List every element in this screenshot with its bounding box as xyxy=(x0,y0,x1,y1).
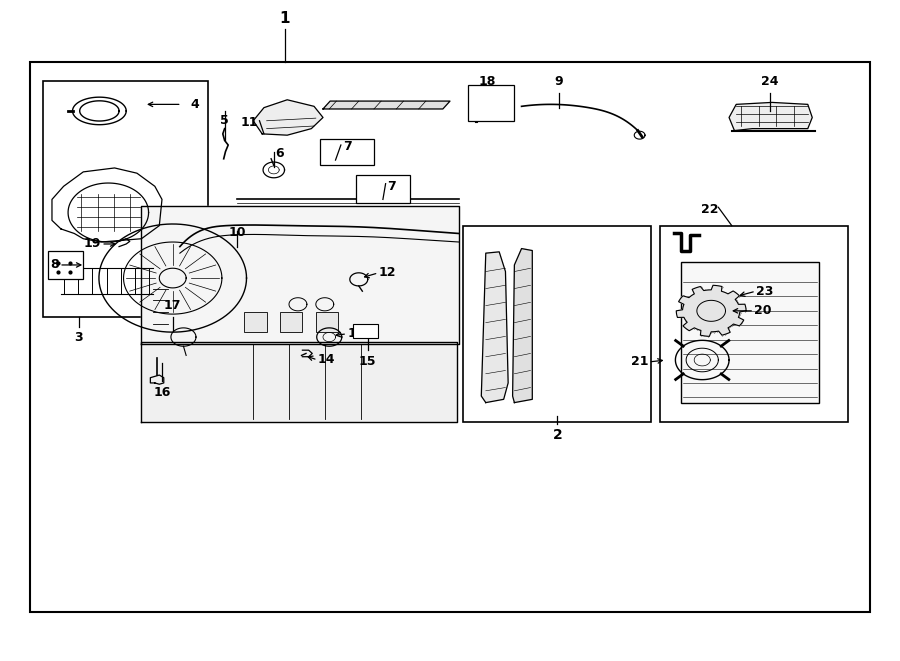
Text: 20: 20 xyxy=(754,304,771,317)
Text: 24: 24 xyxy=(761,75,779,88)
Bar xyxy=(48,251,84,280)
Text: 23: 23 xyxy=(756,285,773,297)
Text: 16: 16 xyxy=(153,386,171,399)
Text: 22: 22 xyxy=(700,203,718,215)
Text: 17: 17 xyxy=(164,299,182,312)
Text: 21: 21 xyxy=(631,356,649,368)
Text: 15: 15 xyxy=(359,356,376,368)
Bar xyxy=(280,312,302,332)
Text: 8: 8 xyxy=(50,258,59,272)
Text: 19: 19 xyxy=(84,237,101,251)
Bar xyxy=(468,85,515,121)
Polygon shape xyxy=(729,102,812,131)
Bar xyxy=(320,139,374,165)
Text: 6: 6 xyxy=(275,147,284,160)
Text: 9: 9 xyxy=(554,75,563,88)
Polygon shape xyxy=(676,286,746,336)
Text: 14: 14 xyxy=(318,354,335,366)
Bar xyxy=(680,262,819,403)
Polygon shape xyxy=(253,100,323,136)
Text: 13: 13 xyxy=(347,327,365,340)
Polygon shape xyxy=(323,101,450,109)
Text: 4: 4 xyxy=(191,98,200,111)
Bar xyxy=(30,61,870,612)
Bar xyxy=(356,175,410,203)
Text: 1: 1 xyxy=(279,11,290,26)
Bar xyxy=(316,312,338,332)
Text: 2: 2 xyxy=(553,428,562,442)
Text: 12: 12 xyxy=(378,266,396,280)
Bar xyxy=(354,324,378,338)
Polygon shape xyxy=(141,206,459,344)
Text: 18: 18 xyxy=(479,75,496,88)
Polygon shape xyxy=(482,252,508,403)
Bar xyxy=(661,225,848,422)
Polygon shape xyxy=(141,342,457,422)
Text: 11: 11 xyxy=(240,116,257,128)
Text: 7: 7 xyxy=(387,180,396,193)
Text: 10: 10 xyxy=(229,225,246,239)
Text: 5: 5 xyxy=(220,114,229,127)
Bar xyxy=(43,81,209,317)
Text: 3: 3 xyxy=(75,330,83,344)
Bar xyxy=(464,225,652,422)
Text: 7: 7 xyxy=(343,140,351,153)
Polygon shape xyxy=(513,249,532,403)
Bar xyxy=(244,312,266,332)
